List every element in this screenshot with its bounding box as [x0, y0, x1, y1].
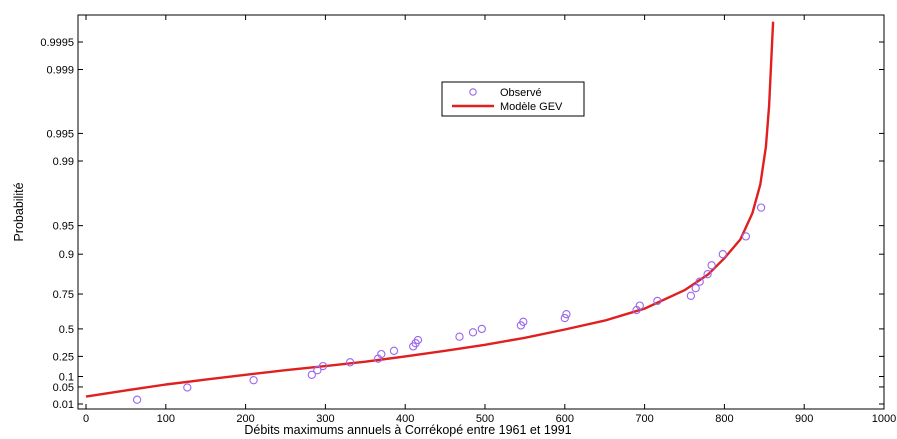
- x-tick-label: 900: [795, 413, 813, 425]
- observed-point: [560, 313, 569, 323]
- legend-label-gev: Modèle GEV: [500, 101, 563, 113]
- observed-point: [313, 366, 322, 375]
- observed-point: [389, 346, 399, 355]
- x-tick-label: 100: [157, 413, 175, 425]
- legend-marker-observed: [469, 88, 477, 96]
- gev-curve-layer: [85, 21, 775, 398]
- observed-points-layer: [132, 203, 766, 404]
- y-tick-label: 0.75: [53, 289, 74, 301]
- observed-point: [455, 332, 464, 341]
- observed-point: [183, 383, 192, 392]
- x-axis: 0 100 200 300 400 500 600 700 800 900 1000: [83, 15, 896, 425]
- x-tick-label: 400: [396, 413, 414, 425]
- y-tick-label: 0.99: [53, 156, 74, 168]
- x-axis-label: Débits maximums annuels à Corrékopé entr…: [244, 423, 571, 437]
- x-tick-label: 1000: [872, 413, 896, 425]
- legend-box: [441, 81, 585, 117]
- y-tick-label: 0.01: [53, 399, 74, 411]
- observed-point: [756, 203, 766, 212]
- observed-point: [249, 376, 258, 385]
- y-tick-label: 0.5: [59, 324, 74, 336]
- observed-point: [653, 296, 662, 306]
- observed-point: [691, 284, 700, 293]
- y-tick-label: 0.05: [53, 382, 74, 394]
- observed-point: [562, 310, 571, 319]
- gev-model-line: [85, 21, 775, 398]
- observed-point: [307, 370, 316, 379]
- y-tick-label: 0.1: [59, 372, 74, 384]
- observed-point: [718, 250, 727, 259]
- observed-point: [132, 395, 142, 404]
- legend: Observé Modèle GEV: [441, 81, 585, 117]
- observed-point: [686, 291, 696, 300]
- y-tick-label: 0.995: [46, 128, 74, 140]
- y-tick-label: 0.999: [46, 64, 74, 76]
- observed-point: [477, 324, 486, 334]
- observed-point: [413, 335, 423, 345]
- plot-frame: [77, 14, 885, 410]
- y-axis: 0.01 0.050.1 0.25 0.5 0.75 0.9 0.95 0.99 0.995 0.…: [40, 37, 884, 411]
- observed-point: [468, 328, 478, 337]
- observed-point: [635, 301, 644, 310]
- observed-point: [741, 232, 751, 241]
- y-tick-label: 0.9: [59, 249, 74, 261]
- x-tick-label: 0: [83, 413, 89, 425]
- x-tick-label: 700: [635, 413, 653, 425]
- observed-point: [345, 358, 355, 367]
- x-tick-label: 500: [476, 413, 494, 425]
- observed-point: [703, 270, 712, 279]
- y-tick-label: 0.25: [53, 351, 74, 363]
- x-tick-label: 200: [236, 413, 254, 425]
- legend-label-observed: Observé: [500, 87, 542, 99]
- y-tick-label: 0.95: [53, 221, 74, 233]
- observed-point: [519, 317, 528, 326]
- x-tick-label: 600: [556, 413, 574, 425]
- y-axis-label: Probabilité: [12, 182, 26, 241]
- x-tick-label: 300: [316, 413, 334, 425]
- observed-point: [377, 349, 386, 359]
- observed-point: [695, 277, 704, 286]
- observed-point: [707, 261, 716, 270]
- observed-point: [318, 361, 328, 371]
- x-tick-label: 800: [715, 413, 733, 425]
- y-tick-label: 0.9995: [40, 37, 74, 49]
